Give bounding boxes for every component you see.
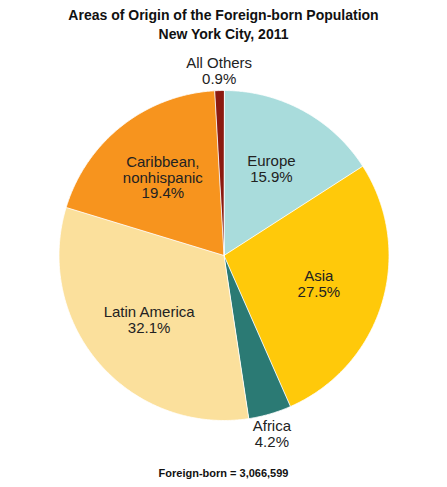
- svg-text:Asia27.5%: Asia27.5%: [298, 267, 341, 300]
- html-text:Foreign-born = 3,066,599: Foreign-born = 3,066,599: [158, 467, 289, 479]
- html-text:Areas of Origin of the Foreign: Areas of Origin of the Foreign-born Popu…: [68, 7, 379, 23]
- html-text:New York City, 2011: New York City, 2011: [158, 26, 289, 42]
- svg-text:Caribbean,nonhispanic19.4%: Caribbean,nonhispanic19.4%: [123, 153, 204, 201]
- svg-text:All Others0.9%: All Others0.9%: [186, 54, 252, 87]
- svg-text:Africa4.2%: Africa4.2%: [253, 417, 292, 450]
- svg-text:Europe15.9%: Europe15.9%: [247, 152, 295, 185]
- svg-text:Latin America32.1%: Latin America32.1%: [104, 303, 196, 336]
